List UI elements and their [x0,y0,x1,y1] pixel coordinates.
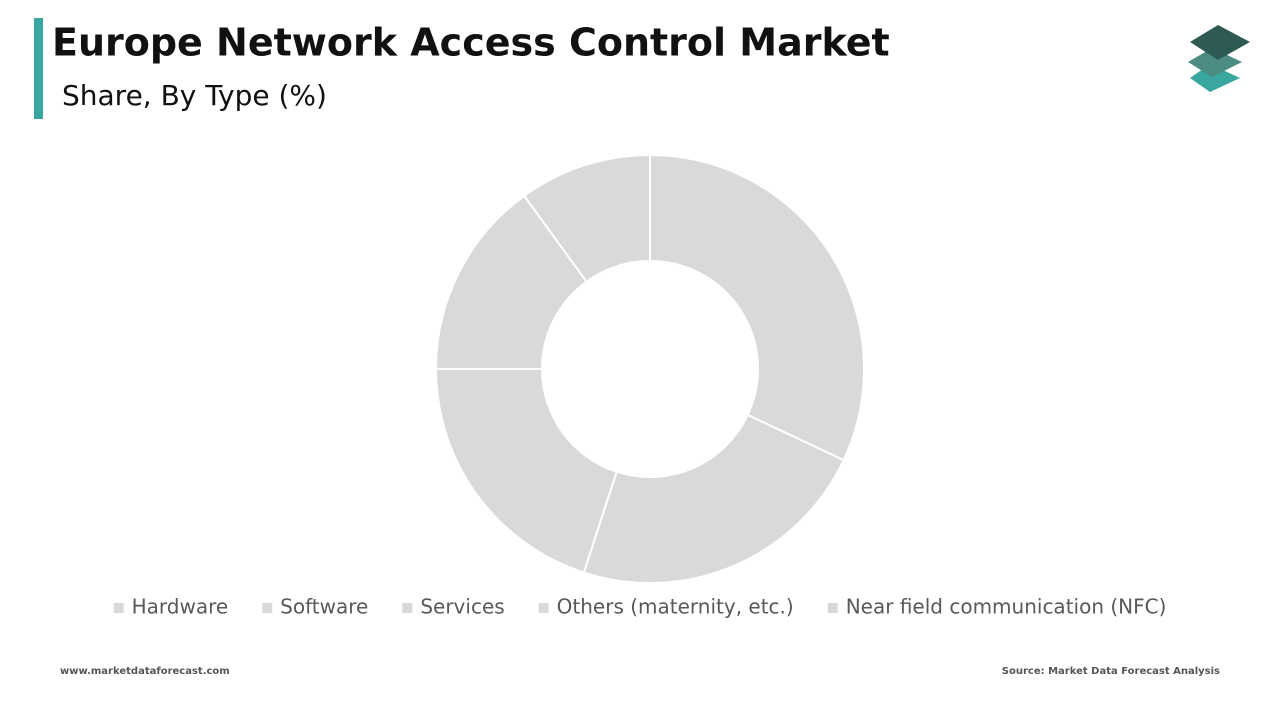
source: Source: Market Data Forecast Analysis [1002,666,1220,677]
legend-marker [538,603,549,613]
chart-title: Europe Network Access Control Market [52,21,890,65]
legend-label: Hardware [132,595,229,619]
chart-subtitle: Share, By Type (%) [62,79,327,112]
legend-marker [827,603,838,613]
donut-segment [522,153,651,284]
website: www.marketdataforecast.com [60,666,230,677]
legend-label: Software [280,595,368,619]
title-accent [34,18,43,119]
legend-label: Services [420,595,504,619]
donut-segment [434,194,588,370]
donut-segment [649,153,865,462]
donut-segment [434,368,618,574]
logo [1188,25,1250,92]
legend-marker [402,603,413,613]
legend-marker [113,603,124,613]
donut-segment [582,413,845,584]
legend-label: Near field communication (NFC) [846,595,1167,619]
legend-marker [262,603,273,613]
legend-label: Others (maternity, etc.) [557,595,794,619]
